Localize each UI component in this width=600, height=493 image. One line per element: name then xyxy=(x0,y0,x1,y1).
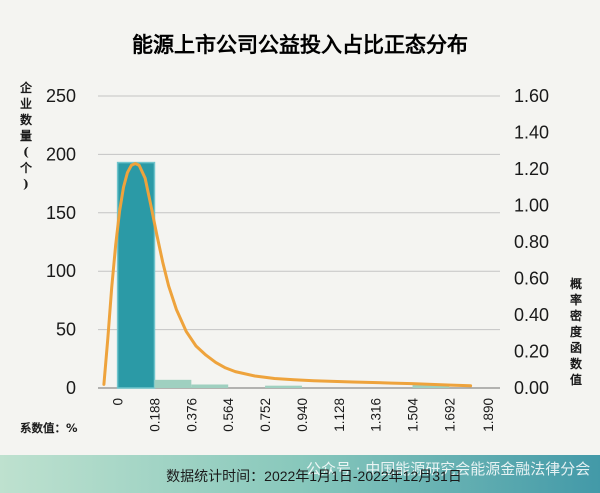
left-tick-label: 50 xyxy=(56,320,76,340)
footer-date-range: 数据统计时间：2022年1月1日-2022年12月31日 xyxy=(166,468,462,484)
right-tick-label: 0.80 xyxy=(514,232,549,252)
histogram-bar xyxy=(154,379,192,388)
x-tick-label: 0.940 xyxy=(295,398,310,432)
x-tick-label: 1.890 xyxy=(481,398,496,432)
right-tick-label: 0.40 xyxy=(514,305,549,325)
left-tick-label: 150 xyxy=(46,203,76,223)
left-tick-label: 250 xyxy=(46,86,76,106)
left-tick-label: 100 xyxy=(46,261,76,281)
x-tick-label: 0.564 xyxy=(221,398,236,432)
left-tick-label: 0 xyxy=(66,378,76,398)
right-axis-label: 概率密度函数值 xyxy=(570,276,583,387)
left-axis-label: 企业数量(个) xyxy=(19,80,33,191)
left-axis-ticks: 0 50 100 150 200 250 xyxy=(46,86,76,398)
x-tick-label: 1.316 xyxy=(369,398,384,432)
right-tick-label: 0.60 xyxy=(514,269,549,289)
x-axis-ticks: 0 0.188 0.376 0.564 0.752 0.940 1.128 1.316 1.50… xyxy=(111,398,497,432)
right-tick-label: 0.20 xyxy=(514,342,549,362)
density-line xyxy=(102,162,473,388)
x-tick-label: 0.376 xyxy=(184,398,199,432)
x-axis-note: 系数值：% xyxy=(20,421,78,435)
right-tick-label: 1.40 xyxy=(514,123,549,143)
left-tick-label: 200 xyxy=(46,144,76,164)
right-tick-label: 1.00 xyxy=(514,196,549,216)
right-tick-label: 1.60 xyxy=(514,86,549,106)
watermark-text: 公众号 · 中国能源研究会能源金融法律分会 xyxy=(306,460,590,478)
x-tick-label: 0.188 xyxy=(147,398,162,432)
x-tick-label: 1.692 xyxy=(442,398,457,432)
histogram-bar xyxy=(265,385,302,388)
histogram-bar xyxy=(412,384,450,388)
right-tick-label: 0.00 xyxy=(514,378,549,398)
right-tick-label: 1.20 xyxy=(514,159,549,179)
x-tick-label: 1.504 xyxy=(406,398,421,432)
right-axis-ticks: 0.00 0.20 0.40 0.60 0.80 1.00 1.20 1.40 1.60 xyxy=(514,86,549,398)
x-tick-label: 1.128 xyxy=(332,398,347,432)
x-tick-label: 0.752 xyxy=(258,398,273,432)
density-curve xyxy=(102,162,473,388)
histogram-bar xyxy=(191,384,229,388)
x-tick-label: 0 xyxy=(111,398,126,406)
footer-band: 公众号 · 中国能源研究会能源金融法律分会 数据统计时间：2022年1月1日-2… xyxy=(0,455,600,493)
chart-title: 能源上市公司公益投入占比正态分布 xyxy=(132,32,468,57)
